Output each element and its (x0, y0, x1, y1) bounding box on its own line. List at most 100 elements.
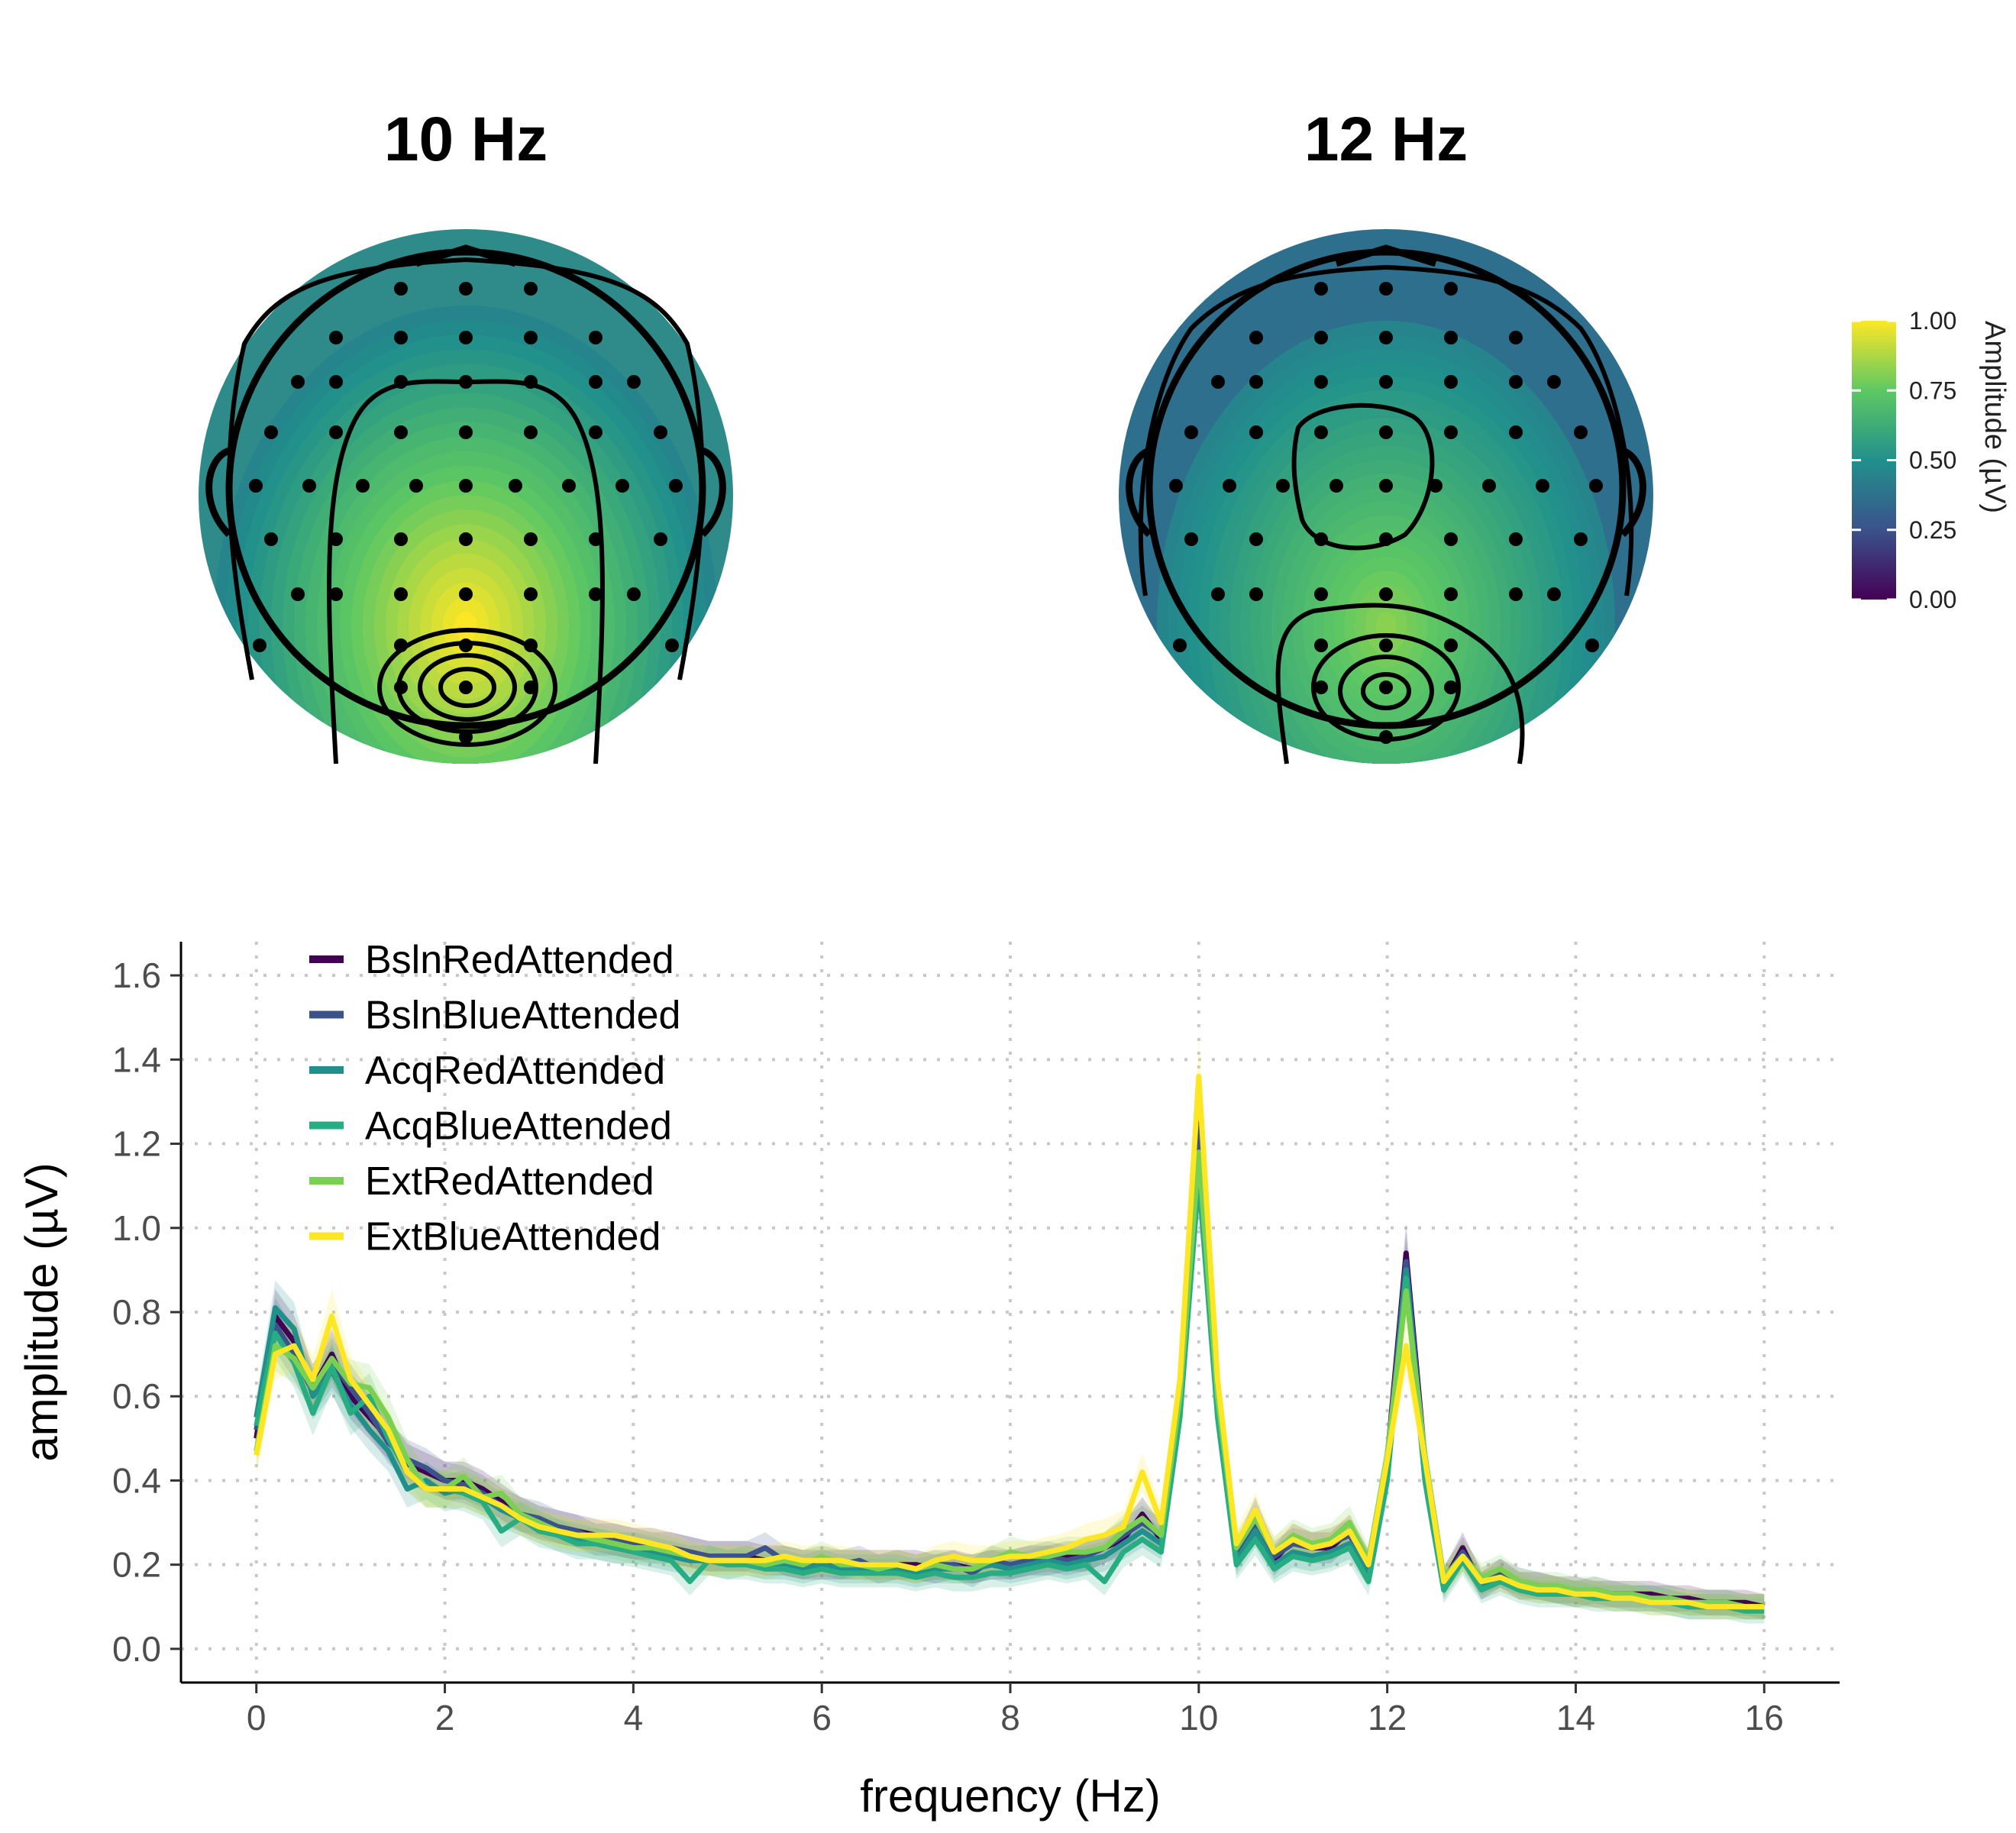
electrode (1249, 587, 1263, 601)
electrode (1249, 532, 1263, 546)
electrode (329, 375, 343, 389)
topomap-heat (214, 306, 718, 764)
topomap-10hz: 10 Hz (199, 105, 733, 765)
electrode (1444, 532, 1458, 546)
electrode (589, 375, 603, 389)
topomap-heat (1157, 321, 1615, 764)
y-tick-label: 0.2 (112, 1545, 161, 1585)
electrode (1444, 375, 1458, 389)
y-tick-label: 0.4 (112, 1460, 161, 1500)
head-outline (205, 244, 726, 729)
series-line-ExtRedAttended (254, 1149, 1765, 1610)
electrode (394, 331, 408, 344)
colorbar: 0.00 0.25 0.50 0.75 1.00 Amplitude (µV) (1852, 307, 2011, 613)
electrode (459, 282, 473, 296)
electrode (1249, 331, 1263, 344)
electrode (1509, 425, 1523, 439)
electrode (459, 638, 473, 652)
legend-label: BslnBlueAttended (365, 994, 680, 1038)
y-axis-ticks: 0.0 0.2 0.4 0.6 0.8 1.0 1.2 1.4 1.6 (112, 955, 181, 1669)
electrode (459, 587, 473, 601)
heat-layer (454, 611, 477, 642)
electrode (459, 425, 473, 439)
electrode (669, 479, 683, 493)
electrode (1379, 638, 1393, 652)
electrode (459, 730, 473, 744)
x-tick-label: 10 (1179, 1698, 1218, 1738)
electrode (329, 425, 343, 439)
series-line-ExtBlueAttended (254, 1073, 1765, 1610)
electrode (1379, 681, 1393, 694)
x-tick-label: 12 (1368, 1698, 1407, 1738)
electrode (1574, 425, 1588, 439)
electrode (1314, 282, 1328, 296)
legend-label: ExtBlueAttended (365, 1215, 661, 1259)
electrode (1211, 587, 1225, 601)
electrode (394, 425, 408, 439)
heat-layer (1375, 612, 1397, 641)
x-tick-label: 2 (435, 1698, 455, 1738)
electrode (1444, 282, 1458, 296)
electrode (1314, 425, 1328, 439)
electrode (627, 375, 641, 389)
electrode (329, 331, 343, 344)
electrode (459, 375, 473, 389)
electrode (1379, 375, 1393, 389)
topomap-12hz: 12 Hz (1119, 105, 1653, 765)
electrode (524, 681, 538, 694)
spectrum-chart: 0 2 4 6 8 10 12 14 16 0.0 0.2 0.4 0.6 0.8 1.0 1.2 1.4 1.… (16, 938, 1840, 1822)
x-tick-label: 16 (1745, 1698, 1784, 1738)
electrode (1547, 375, 1561, 389)
x-tick-label: 14 (1556, 1698, 1595, 1738)
legend: BslnRedAttended BslnBlueAttended AcqRedAtt… (309, 938, 680, 1259)
colorbar-tick-label: 0.50 (1909, 447, 1956, 474)
electrode (524, 375, 538, 389)
electrode (1509, 331, 1523, 344)
electrode (459, 479, 473, 493)
y-tick-label: 0.6 (112, 1376, 161, 1416)
electrode-grid (249, 282, 683, 744)
colorbar-tick-label: 0.75 (1909, 377, 1956, 404)
electrode (1429, 479, 1443, 493)
electrode (264, 532, 278, 546)
y-tick-label: 0.8 (112, 1292, 161, 1332)
electrode (1379, 425, 1393, 439)
electrode (1444, 425, 1458, 439)
x-tick-label: 0 (247, 1698, 267, 1738)
topomap-title: 10 Hz (384, 105, 548, 174)
colorbar-tick-label: 1.00 (1909, 307, 1956, 335)
electrode (1444, 331, 1458, 344)
electrode (264, 425, 278, 439)
electrode (1379, 479, 1393, 493)
legend-label: AcqRedAttended (365, 1049, 665, 1093)
electrode (291, 375, 305, 389)
electrode (654, 425, 667, 439)
y-tick-label: 0.0 (112, 1629, 161, 1669)
electrode (1276, 479, 1290, 493)
electrode (329, 532, 343, 546)
electrode (562, 479, 576, 493)
electrode (459, 532, 473, 546)
electrode (1314, 532, 1328, 546)
electrode (1547, 587, 1561, 601)
legend-label: BslnRedAttended (365, 938, 674, 982)
electrode (524, 587, 538, 601)
x-axis-title: frequency (Hz) (860, 1770, 1160, 1822)
series-line-AcqBlueAttended (254, 1175, 1765, 1614)
electrode (1223, 479, 1236, 493)
electrode (1314, 638, 1328, 652)
colorbar-tick-label: 0.00 (1909, 586, 1956, 613)
electrode (459, 681, 473, 694)
x-axis-ticks: 0 2 4 6 8 10 12 14 16 (247, 1683, 1784, 1738)
electrode (249, 479, 263, 493)
electrode (1249, 425, 1263, 439)
legend-label: AcqBlueAttended (365, 1104, 672, 1149)
electrode (615, 479, 629, 493)
y-axis-title: amplitude (µV) (16, 1162, 67, 1461)
electrode (1585, 638, 1599, 652)
topomap-contours (1138, 264, 1634, 765)
electrode (1211, 375, 1225, 389)
electrode (1314, 331, 1328, 344)
electrode (1173, 638, 1187, 652)
electrode (1169, 479, 1183, 493)
